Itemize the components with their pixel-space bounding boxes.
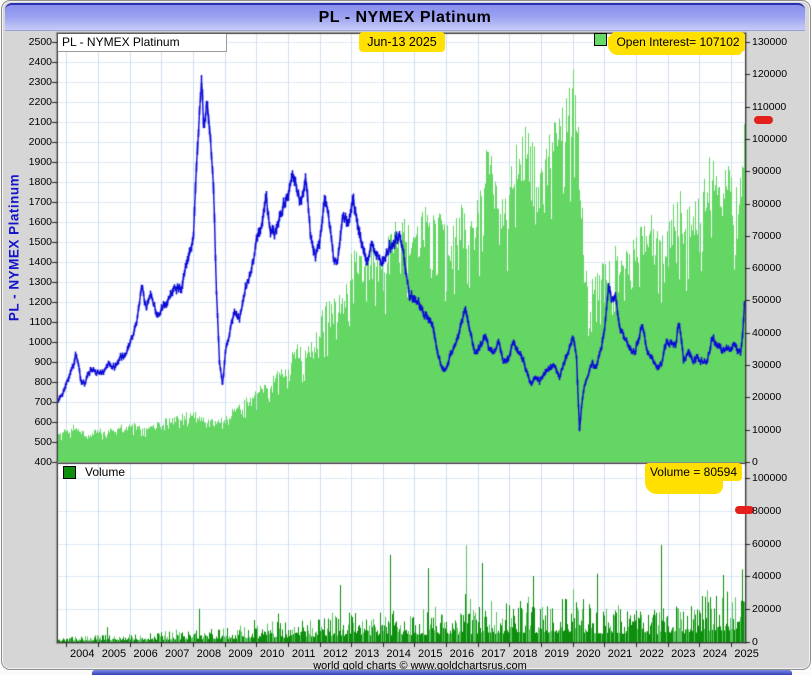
left-axis-tick-label: 2300 [28, 76, 52, 88]
volume-axis-tick-label: 80000 [752, 504, 782, 517]
volume-axis-tick-label: 60000 [752, 537, 782, 550]
left-axis-tick-label: 1800 [28, 176, 52, 188]
left-axis-tick-label: 1100 [29, 316, 52, 328]
left-axis-tick-label: 1700 [28, 196, 52, 208]
left-axis-tick-label: 1300 [28, 276, 52, 288]
left-axis-tick-label: 2200 [28, 96, 52, 108]
footer-credit: world gold charts © www.goldchartsrus.co… [313, 660, 527, 672]
left-axis-tick-label: 2100 [28, 116, 52, 128]
open-interest-marker [754, 116, 773, 124]
volume-marker [735, 506, 754, 514]
right-axis-tick-label: 110000 [752, 100, 787, 113]
left-axis-tick-label: 600 [34, 416, 52, 428]
left-axis-tick-label: 800 [34, 376, 52, 388]
left-axis-tick-label: 1000 [28, 336, 52, 348]
right-axis-tick-label: 10000 [752, 423, 782, 436]
volume-axis-tick-label: 100000 [752, 472, 788, 484]
left-axis-tick-label: 2500 [28, 36, 52, 48]
year-label: 2015 [418, 648, 443, 660]
year-label: 2021 [607, 648, 633, 660]
left-axis-tick-label: 2000 [28, 136, 52, 148]
year-label: 2006 [133, 648, 158, 660]
volume-value-highlight [645, 478, 723, 494]
left-axis-tick-label: 2400 [28, 56, 52, 68]
year-label: 2011 [291, 648, 316, 660]
right-axis-tick-label: 90000 [752, 165, 782, 178]
left-axis-tick-label: 400 [34, 456, 52, 468]
right-axis-tick-label: 40000 [752, 326, 782, 339]
year-label: 2005 [101, 648, 127, 660]
open-interest-legend-swatch [594, 33, 607, 46]
volume-axis-tick-label: 40000 [752, 570, 782, 583]
right-axis-tick-label: 60000 [752, 262, 782, 275]
right-axis-tick-label: 20000 [752, 391, 782, 404]
year-label: 2007 [164, 648, 190, 660]
right-axis-tick-label: 0 [752, 456, 758, 468]
year-label: 2009 [228, 648, 253, 660]
year-label: 2022 [639, 648, 664, 660]
left-axis-tick-label: 900 [34, 356, 52, 368]
year-label: 2024 [702, 648, 728, 660]
year-label: 2004 [70, 648, 95, 660]
year-label: 2020 [576, 648, 601, 660]
volume-axis-tick-label: 0 [752, 636, 758, 648]
year-label: 2025 [734, 648, 759, 660]
year-label: 2010 [259, 648, 285, 660]
year-label: 2012 [323, 648, 348, 660]
year-label: 2023 [671, 648, 696, 660]
right-axis-tick-label: 70000 [752, 229, 782, 242]
volume-legend-swatch [63, 466, 76, 479]
left-axis-tick-label: 1600 [28, 216, 52, 228]
right-axis-tick-label: 50000 [752, 294, 782, 307]
right-axis-tick-label: 130000 [752, 36, 788, 48]
right-axis-tick-label: 100000 [752, 132, 788, 145]
date-label: Jun-13 2025 [359, 32, 445, 52]
left-axis-tick-label: 1200 [28, 296, 52, 308]
year-label: 2013 [354, 648, 380, 660]
bottom-window-strip [92, 670, 792, 675]
year-label: 2019 [544, 648, 570, 660]
volume-legend-label: Volume [85, 465, 126, 479]
year-label: 2018 [512, 648, 538, 660]
year-label: 2008 [196, 648, 222, 660]
left-axis-tick-label: 1500 [28, 236, 52, 248]
right-axis-tick-label: 80000 [752, 197, 782, 210]
year-label: 2017 [481, 648, 506, 660]
instrument-label: PL - NYMEX Platinum [58, 34, 227, 52]
year-label: 2014 [386, 648, 411, 660]
left-axis-tick-label: 1900 [28, 156, 52, 168]
year-label: 2016 [449, 648, 475, 660]
left-axis-tick-label: 1400 [28, 256, 52, 268]
right-axis-tick-label: 120000 [752, 68, 788, 81]
open-interest-value-label: Open Interest= 107102 [611, 32, 745, 52]
volume-value-label: Volume = 80594 [645, 463, 742, 481]
left-axis-tick-label: 500 [34, 436, 52, 448]
volume-axis-tick-label: 20000 [752, 603, 782, 616]
left-axis-tick-label: 700 [34, 396, 52, 408]
right-axis-tick-label: 30000 [752, 359, 782, 372]
